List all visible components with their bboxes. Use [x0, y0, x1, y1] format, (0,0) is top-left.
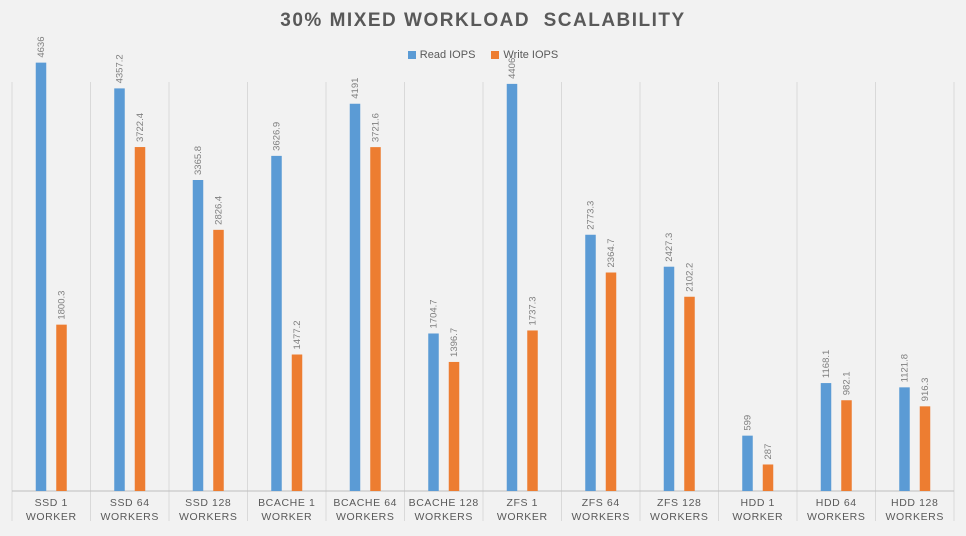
bar-write — [919, 406, 931, 491]
category-label: WORKER — [732, 511, 783, 523]
data-label-read: 1121.8 — [900, 354, 911, 382]
data-label-write: 2826.4 — [214, 196, 225, 225]
data-label-write: 916.3 — [920, 378, 931, 402]
data-label-write: 1477.2 — [292, 320, 303, 349]
data-label-write: 1737.3 — [528, 296, 539, 325]
data-label-write: 3722.4 — [135, 113, 146, 142]
data-label-read: 4191 — [350, 78, 361, 99]
data-label-write: 982.1 — [842, 371, 853, 395]
category-label: WORKERS — [336, 511, 394, 523]
data-label-read: 1168.1 — [821, 350, 832, 378]
category-label: SSD 1 — [35, 497, 68, 509]
bar-read — [271, 155, 282, 491]
legend-item-read: Read IOPS — [407, 49, 476, 61]
category-label: HDD 1 — [740, 497, 775, 509]
data-label-read: 2773.3 — [586, 201, 597, 230]
bar-write — [605, 272, 617, 491]
category-label: BCACHE 64 — [333, 497, 397, 509]
data-label-read: 4406 — [507, 58, 518, 79]
bar-write — [684, 296, 695, 491]
legend: Read IOPS Write IOPS — [0, 49, 966, 61]
legend-label-read: Read IOPS — [419, 49, 476, 61]
data-label-write: 2102.2 — [685, 263, 696, 292]
legend-label-write: Write IOPS — [503, 49, 559, 61]
chart-title: 30% MIXED WORKLOAD SCALABILITY — [280, 10, 686, 31]
category-label: WORKERS — [101, 511, 159, 523]
bar-write — [841, 400, 852, 491]
bar-read — [899, 387, 910, 491]
category-label: WORKERS — [179, 511, 237, 523]
bar-read — [349, 103, 361, 492]
category-label: HDD 128 — [891, 497, 938, 509]
data-label-read: 3626.9 — [272, 122, 283, 151]
category-label: ZFS 1 — [506, 497, 538, 509]
category-label: WORKERS — [650, 511, 708, 523]
category-label: BCACHE 128 — [409, 497, 479, 509]
category-label: ZFS 128 — [657, 497, 701, 509]
bar-write — [213, 229, 224, 491]
legend-swatch-write — [491, 51, 500, 59]
bar-read — [114, 88, 125, 492]
data-label-write: 1800.3 — [57, 291, 68, 320]
data-label-read: 1704.7 — [429, 299, 440, 328]
category-label: ZFS 64 — [582, 497, 620, 509]
bar-write — [527, 330, 538, 491]
category-label: SSD 128 — [185, 497, 231, 509]
category-label: BCACHE 1 — [258, 497, 315, 509]
bar-read — [663, 266, 675, 491]
category-label: WORKERS — [886, 511, 944, 523]
category-label: WORKER — [497, 511, 548, 523]
bar-write — [134, 147, 146, 492]
bar-read — [742, 435, 753, 491]
data-label-read: 2427.3 — [664, 233, 675, 262]
bar-write — [448, 361, 460, 491]
bar-read — [506, 83, 518, 492]
category-label: WORKER — [26, 511, 77, 523]
bar-read — [585, 234, 596, 492]
data-label-write: 3721.6 — [371, 113, 382, 142]
bar-write — [291, 354, 303, 491]
legend-item-write: Write IOPS — [491, 49, 558, 61]
data-label-read: 3365.8 — [193, 146, 204, 175]
data-label-write: 1396.7 — [449, 328, 460, 357]
category-label: WORKERS — [807, 511, 865, 523]
bar-read — [35, 62, 47, 491]
bar-write — [762, 464, 774, 491]
bar-write — [370, 147, 381, 492]
data-label-read: 599 — [743, 415, 754, 431]
data-label-read: 4357.2 — [115, 54, 126, 83]
bar-write — [56, 324, 67, 491]
category-label: WORKER — [261, 511, 312, 523]
data-label-read: 4636 — [36, 36, 47, 57]
legend-swatch-read — [407, 51, 416, 59]
bar-read — [820, 383, 832, 491]
category-label: WORKERS — [415, 511, 473, 523]
category-label: WORKERS — [572, 511, 630, 523]
bar-read — [428, 333, 439, 491]
data-label-write: 2364.7 — [606, 238, 617, 267]
category-label: HDD 64 — [816, 497, 857, 509]
bar-read — [192, 180, 204, 492]
data-label-write: 287 — [763, 444, 774, 460]
category-label: SSD 64 — [110, 497, 150, 509]
